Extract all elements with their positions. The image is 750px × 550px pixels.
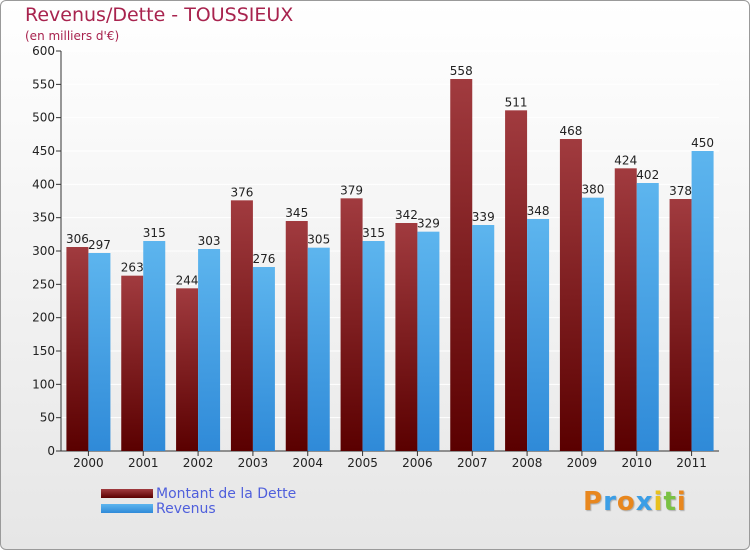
y-tick-label: 100	[32, 377, 55, 391]
bar-dette	[176, 288, 199, 451]
y-tick-label: 350	[32, 211, 55, 225]
x-tick-label: 2006	[402, 456, 433, 470]
x-tick-label: 2011	[676, 456, 707, 470]
data-label-dette: 424	[614, 153, 637, 167]
x-tick-label: 2004	[292, 456, 323, 470]
y-tick-label: 0	[47, 444, 55, 458]
bar-revenus	[691, 151, 714, 451]
bar-revenus	[198, 249, 221, 451]
legend-item-dette: Montant de la Dette	[101, 485, 297, 502]
x-tick-label: 2003	[238, 456, 269, 470]
bar-dette	[285, 221, 308, 451]
logo-letter: P	[583, 487, 604, 517]
legend-swatch-revenus	[101, 504, 153, 513]
bar-revenus	[527, 219, 550, 451]
logo-letter: r	[603, 487, 617, 517]
data-label-dette: 511	[505, 95, 528, 109]
legend: Montant de la Dette Revenus	[101, 485, 297, 517]
y-tick-label: 300	[32, 244, 55, 258]
chart-title: Revenus/Dette - TOUSSIEUX	[25, 4, 294, 26]
data-label-dette: 376	[230, 185, 253, 199]
data-label-revenus: 402	[636, 168, 659, 182]
data-label-revenus: 305	[307, 233, 330, 247]
bar-dette	[559, 139, 582, 451]
bar-revenus	[362, 241, 385, 451]
x-tick-label: 2005	[347, 456, 378, 470]
x-tick-label: 2000	[73, 456, 104, 470]
bar-dette	[121, 275, 144, 451]
y-tick-label: 400	[32, 177, 55, 191]
proxiti-logo: Proxiti	[583, 487, 687, 517]
x-tick-label: 2010	[621, 456, 652, 470]
y-tick-label: 550	[32, 77, 55, 91]
bar-revenus	[417, 231, 440, 451]
data-label-dette: 558	[450, 64, 473, 78]
bar-revenus	[307, 247, 330, 451]
legend-label-dette: Montant de la Dette	[156, 485, 297, 502]
x-tick-label: 2002	[183, 456, 214, 470]
bar-dette	[395, 223, 418, 451]
data-label-revenus: 276	[252, 252, 275, 266]
bar-revenus	[88, 253, 111, 451]
bar-dette	[340, 198, 363, 451]
bar-revenus	[143, 241, 166, 451]
data-label-revenus: 450	[691, 136, 714, 150]
legend-label-revenus: Revenus	[156, 500, 216, 517]
y-tick-label: 50	[40, 411, 55, 425]
logo-letter: o	[616, 487, 636, 517]
bar-revenus	[581, 197, 604, 451]
data-label-dette: 468	[559, 124, 582, 138]
data-label-dette: 345	[285, 206, 308, 220]
bar-revenus	[472, 225, 495, 451]
x-tick-label: 2008	[512, 456, 543, 470]
data-label-dette: 379	[340, 183, 363, 197]
bar-dette	[230, 200, 253, 451]
y-tick-label: 200	[32, 311, 55, 325]
data-label-dette: 263	[121, 261, 144, 275]
logo-letter: i	[653, 487, 664, 517]
x-tick-label: 2001	[128, 456, 159, 470]
y-tick-label: 450	[32, 144, 55, 158]
data-label-dette: 378	[669, 184, 692, 198]
data-label-revenus: 339	[472, 210, 495, 224]
logo-letter: i	[676, 487, 687, 517]
y-tick-label: 150	[32, 344, 55, 358]
data-label-revenus: 315	[143, 226, 166, 240]
data-label-revenus: 303	[198, 234, 221, 248]
logo-letter: t	[663, 487, 677, 517]
bar-dette	[614, 168, 637, 452]
legend-item-revenus: Revenus	[101, 500, 296, 517]
y-tick-label: 600	[32, 44, 55, 58]
data-label-dette: 342	[395, 208, 418, 222]
data-label-dette: 244	[176, 273, 199, 287]
bar-dette	[450, 79, 473, 451]
chart-subtitle: (en milliers d'€)	[25, 29, 120, 43]
bar-revenus	[252, 267, 275, 451]
y-tick-label: 500	[32, 111, 55, 125]
legend-swatch-dette	[101, 489, 153, 498]
logo-letter: x	[635, 487, 654, 517]
bar-dette	[505, 110, 528, 451]
data-label-revenus: 380	[581, 183, 604, 197]
data-label-revenus: 297	[88, 238, 111, 252]
y-tick-label: 250	[32, 277, 55, 291]
bar-dette	[669, 199, 692, 451]
data-label-dette: 306	[66, 232, 89, 246]
bar-dette	[66, 247, 89, 451]
data-label-revenus: 329	[417, 217, 440, 231]
data-label-revenus: 315	[362, 226, 385, 240]
x-tick-label: 2007	[457, 456, 488, 470]
data-label-revenus: 348	[527, 204, 550, 218]
bar-revenus	[636, 183, 659, 451]
x-tick-label: 2009	[567, 456, 598, 470]
